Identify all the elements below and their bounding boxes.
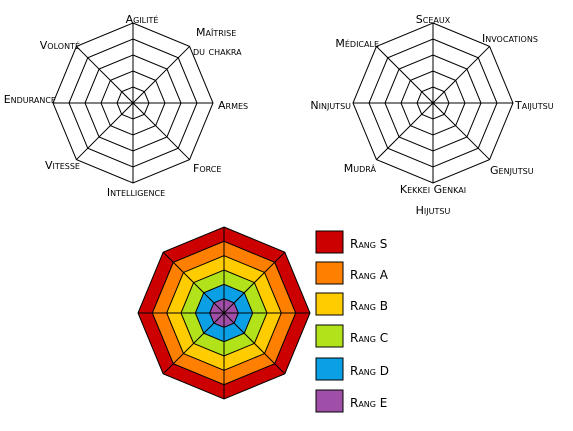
axis-label-invocations: Invocations: [482, 32, 538, 45]
axis-label-force: Force: [193, 162, 221, 175]
axis-label-vitesse: Vitesse: [45, 159, 80, 172]
axis-label-maitrise-line-2: du chakra: [193, 45, 242, 58]
axis-label-kekkei-genkai: Kekkei Genkai: [400, 183, 466, 196]
left-radar-spoke-8: [76, 46, 134, 104]
left-radar-spoke-2: [132, 46, 190, 104]
rank-octagon-spoke-2: [223, 251, 286, 314]
right-radar-spoke-6: [376, 102, 434, 160]
axis-label-mudra: Mudrâ: [344, 162, 377, 175]
axis-label-ninjutsu: Ninjutsu: [310, 99, 351, 112]
right-radar-spoke-8: [376, 46, 434, 104]
axis-label-genjutsu: Genjutsu: [490, 164, 534, 177]
axis-label-armes: Armes: [218, 99, 248, 112]
legend-label-rang-a: Rang A: [350, 268, 389, 282]
axis-label-medicale: Médicale: [335, 37, 379, 50]
left-radar-spoke-6: [76, 102, 134, 160]
legend-label-rang-c: Rang C: [350, 331, 388, 345]
legend-label-rang-b: Rang B: [350, 299, 388, 313]
legend-label-rang-e: Rang E: [350, 396, 387, 410]
rank-octagon-spoke-6: [162, 312, 225, 375]
legend-label-rang-s: Rang S: [350, 237, 387, 251]
legend-swatch-rang-e: [315, 389, 344, 413]
right-radar-spoke-2: [432, 46, 490, 104]
legend-swatch-rang-c: [315, 324, 344, 348]
left-radar-spoke-4: [132, 102, 190, 160]
rank-octagon-spoke-4: [223, 312, 286, 375]
rank-octagon-spoke-8: [162, 251, 225, 314]
legend-swatch-rang-b: [315, 292, 344, 316]
rank-octagon: [137, 226, 311, 400]
legend-swatch-rang-a: [315, 261, 344, 285]
axis-label-agilite: Agilité: [126, 13, 159, 26]
axis-label-intelligence: Intelligence: [107, 186, 165, 199]
axis-label-maitrise-line-1: Maîtrise: [196, 26, 236, 39]
axis-label-sceaux: Sceaux: [416, 13, 451, 26]
axis-label-taijutsu: Taijutsu: [514, 99, 554, 112]
radar-chart-stats: Agilité Maîtrise du chakra Armes Force I…: [4, 13, 248, 199]
axis-label-endurance: Endurance: [4, 93, 56, 106]
legend-swatch-rang-s: [315, 230, 344, 254]
rank-legend: Rang S Rang A Rang B Rang C Rang D Rang …: [315, 230, 389, 413]
axis-label-volonte: Volonté: [40, 39, 80, 52]
legend-swatch-rang-d: [315, 357, 344, 381]
axis-label-maitrise-du-chakra: Maîtrise du chakra: [193, 26, 242, 58]
legend-label-rang-d: Rang D: [350, 364, 389, 378]
right-radar-spoke-4: [432, 102, 490, 160]
radar-chart-techniques: Sceaux Invocations Taijutsu Genjutsu Kek…: [310, 13, 553, 217]
axis-label-hijutsu: Hijutsu: [416, 204, 451, 217]
